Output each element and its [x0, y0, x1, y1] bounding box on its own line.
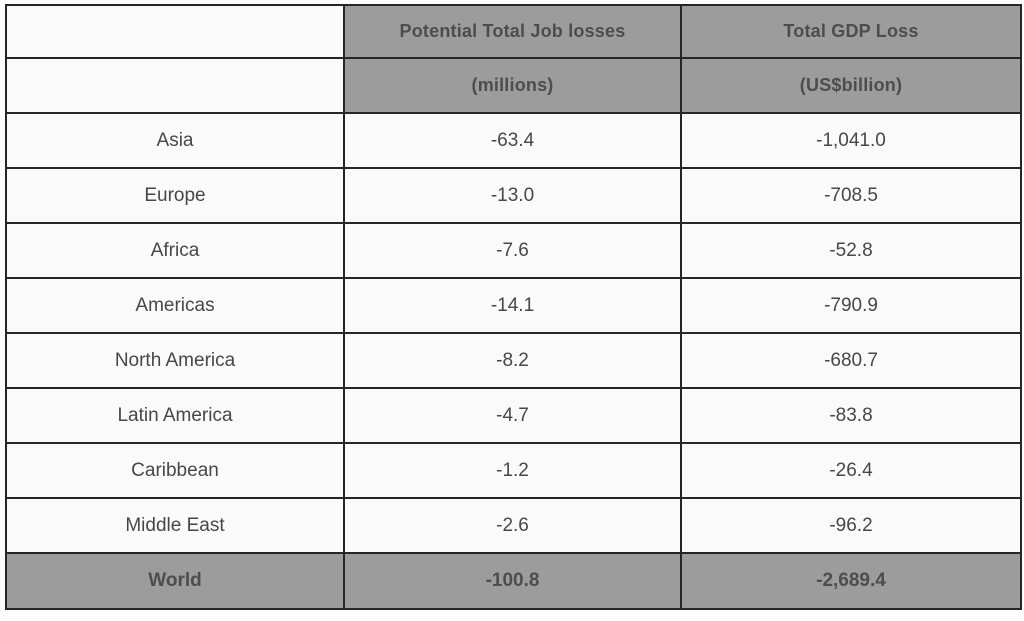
region-label: Europe — [5, 167, 345, 224]
gdp-loss-value: -83.8 — [680, 387, 1022, 444]
job-losses-value: -8.2 — [343, 332, 682, 389]
table-row-asia: Asia -63.4 -1,041.0 — [5, 112, 1022, 169]
gdp-loss-value: -26.4 — [680, 442, 1022, 499]
total-job-losses-value: -100.8 — [343, 552, 682, 610]
job-losses-value: -4.7 — [343, 387, 682, 444]
header-job-losses-unit: (millions) — [343, 57, 682, 114]
job-losses-value: -63.4 — [343, 112, 682, 169]
header-gdp-loss-unit: (US$billion) — [680, 57, 1022, 114]
region-label: Americas — [5, 277, 345, 334]
table-row-world-total: World -100.8 -2,689.4 — [5, 552, 1022, 610]
table-row-caribbean: Caribbean -1.2 -26.4 — [5, 442, 1022, 499]
gdp-loss-value: -790.9 — [680, 277, 1022, 334]
header-gdp-loss: Total GDP Loss — [680, 4, 1022, 59]
table-row-americas: Americas -14.1 -790.9 — [5, 277, 1022, 334]
gdp-loss-value: -708.5 — [680, 167, 1022, 224]
region-label: Asia — [5, 112, 345, 169]
region-label: Africa — [5, 222, 345, 279]
job-losses-value: -1.2 — [343, 442, 682, 499]
job-losses-value: -14.1 — [343, 277, 682, 334]
gdp-loss-value: -1,041.0 — [680, 112, 1022, 169]
subregion-label: North America — [5, 332, 345, 389]
table-row-europe: Europe -13.0 -708.5 — [5, 167, 1022, 224]
region-label: Middle East — [5, 497, 345, 554]
job-losses-value: -7.6 — [343, 222, 682, 279]
gdp-loss-value: -680.7 — [680, 332, 1022, 389]
table-row-latin-america: Latin America -4.7 -83.8 — [5, 387, 1022, 444]
subregion-label: Latin America — [5, 387, 345, 444]
table-row-africa: Africa -7.6 -52.8 — [5, 222, 1022, 279]
regional-impact-table: Potential Total Job losses Total GDP Los… — [5, 4, 1022, 610]
job-losses-value: -13.0 — [343, 167, 682, 224]
gdp-loss-value: -52.8 — [680, 222, 1022, 279]
total-gdp-loss-value: -2,689.4 — [680, 552, 1022, 610]
header-region-blank — [5, 4, 345, 59]
header-unit-blank — [5, 57, 345, 114]
header-title-row: Potential Total Job losses Total GDP Los… — [5, 4, 1022, 59]
header-job-losses: Potential Total Job losses — [343, 4, 682, 59]
subregion-label: Caribbean — [5, 442, 345, 499]
table-row-middle-east: Middle East -2.6 -96.2 — [5, 497, 1022, 554]
total-region-label: World — [5, 552, 345, 610]
job-losses-value: -2.6 — [343, 497, 682, 554]
header-unit-row: (millions) (US$billion) — [5, 57, 1022, 114]
gdp-loss-value: -96.2 — [680, 497, 1022, 554]
table-row-north-america: North America -8.2 -680.7 — [5, 332, 1022, 389]
